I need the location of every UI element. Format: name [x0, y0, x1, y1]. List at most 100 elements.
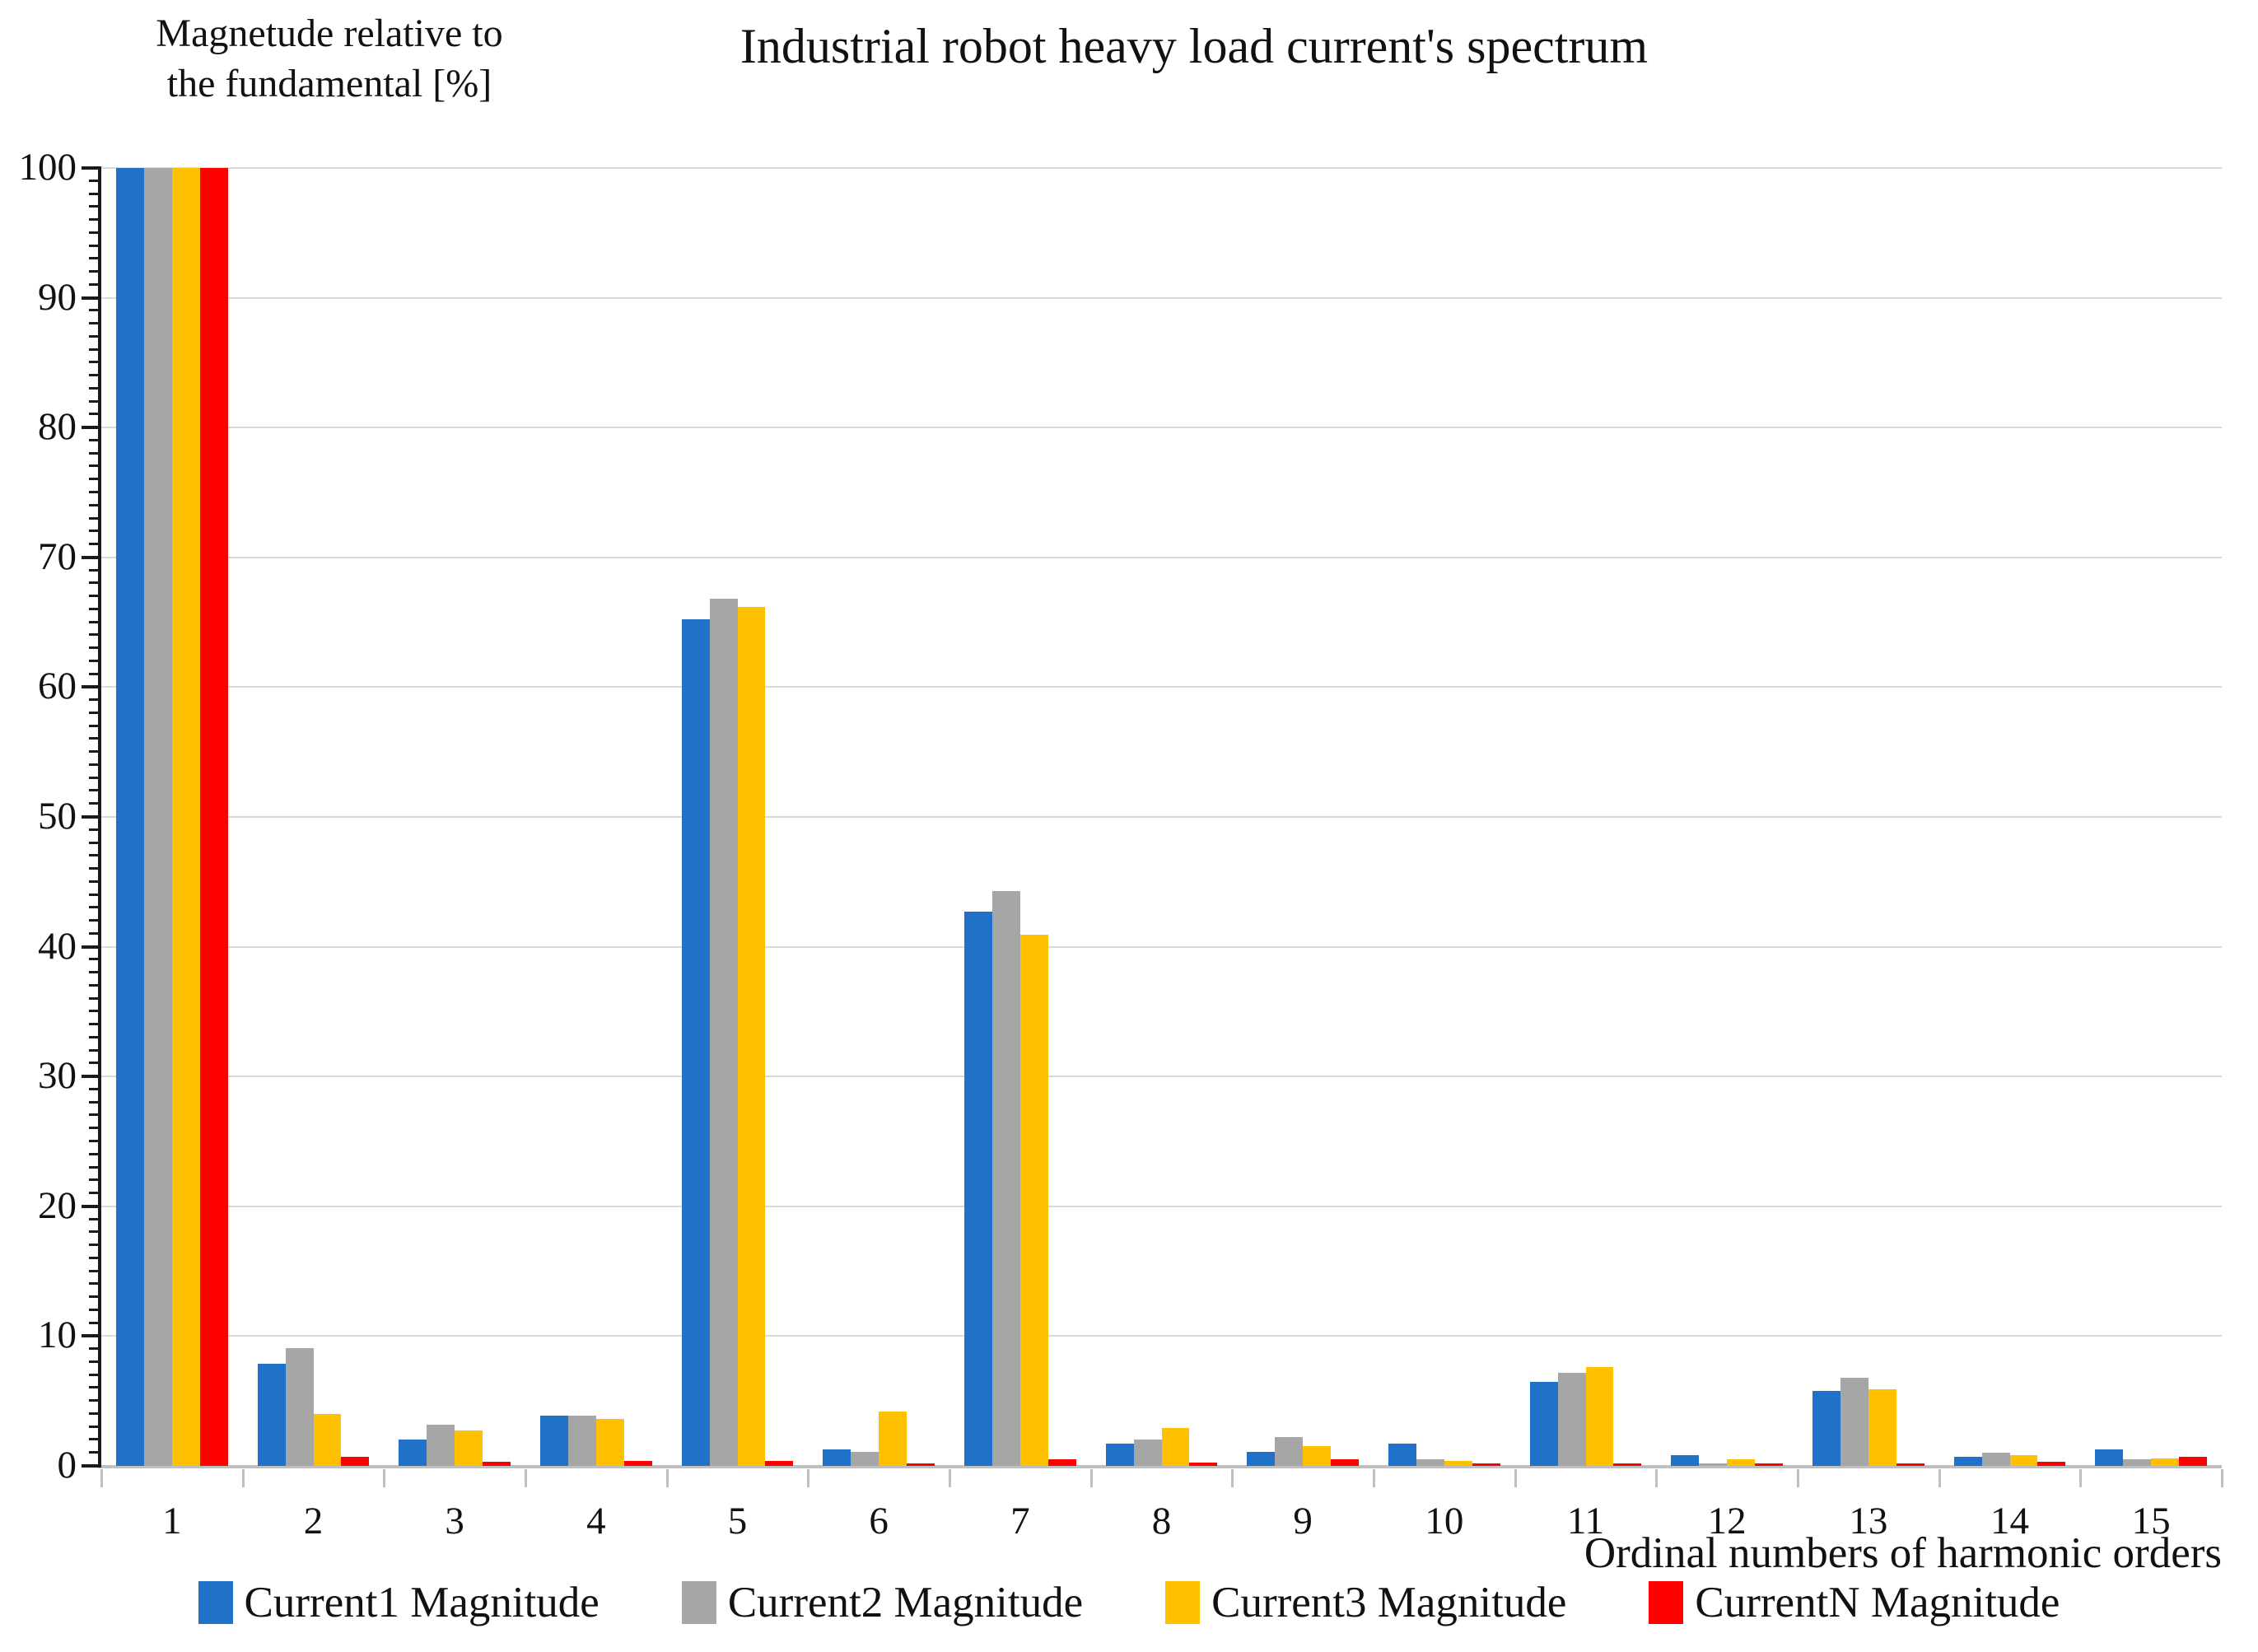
y-axis-minor-tick — [89, 659, 100, 662]
y-axis-minor-tick — [89, 854, 100, 857]
bar-harmonic-13-series-4[interactable] — [1896, 1463, 1924, 1466]
y-axis-minor-tick — [89, 737, 100, 740]
bar-harmonic-14-series-4[interactable] — [2037, 1462, 2066, 1466]
legend-item-2[interactable]: Current2 Magnitude — [681, 1578, 1083, 1627]
y-axis-minor-tick — [89, 1023, 100, 1026]
bar-harmonic-3-series-1[interactable] — [399, 1440, 427, 1466]
bar-harmonic-7-series-2[interactable] — [991, 890, 1020, 1466]
gridline-40 — [101, 945, 2222, 948]
x-axis-tick — [1797, 1469, 1799, 1487]
bar-harmonic-5-series-2[interactable] — [709, 599, 738, 1466]
x-axis-tick-label-7: 7 — [1010, 1500, 1030, 1542]
bar-harmonic-8-series-4[interactable] — [1189, 1463, 1218, 1466]
bar-harmonic-14-series-3[interactable] — [2009, 1455, 2038, 1466]
bar-harmonic-12-series-4[interactable] — [1755, 1463, 1783, 1466]
y-axis-minor-tick — [89, 451, 100, 455]
bar-harmonic-5-series-1[interactable] — [681, 619, 710, 1466]
bar-harmonic-5-series-4[interactable] — [765, 1460, 794, 1466]
y-axis-minor-tick — [89, 1256, 100, 1259]
y-axis-minor-tick — [89, 348, 100, 351]
legend-item-1[interactable]: Current1 Magnitude — [198, 1578, 599, 1627]
bar-harmonic-2-series-3[interactable] — [313, 1413, 342, 1466]
gridline-80 — [101, 427, 2222, 429]
bar-harmonic-10-series-4[interactable] — [1472, 1463, 1500, 1466]
bar-harmonic-15-series-3[interactable] — [2151, 1458, 2180, 1466]
bar-harmonic-1-series-3[interactable] — [171, 168, 200, 1466]
bar-harmonic-6-series-2[interactable] — [851, 1451, 879, 1466]
bar-harmonic-6-series-3[interactable] — [879, 1411, 907, 1466]
bar-harmonic-3-series-3[interactable] — [455, 1430, 483, 1466]
bar-harmonic-11-series-2[interactable] — [1557, 1372, 1586, 1466]
bar-harmonic-9-series-4[interactable] — [1331, 1459, 1359, 1466]
y-axis-minor-tick — [89, 880, 100, 883]
bar-harmonic-6-series-4[interactable] — [907, 1463, 935, 1466]
bar-harmonic-4-series-3[interactable] — [595, 1419, 624, 1466]
bar-harmonic-1-series-1[interactable] — [116, 168, 144, 1466]
y-axis-minor-tick — [89, 1269, 100, 1272]
y-axis-minor-tick — [89, 1425, 100, 1428]
gridline-50 — [101, 816, 2222, 818]
x-axis-title: Ordinal numbers of harmonic orders — [1584, 1529, 2222, 1577]
y-axis-minor-tick — [89, 1217, 100, 1220]
bar-harmonic-11-series-3[interactable] — [1585, 1367, 1614, 1466]
bar-harmonic-9-series-3[interactable] — [1303, 1446, 1332, 1466]
bar-harmonic-1-series-2[interactable] — [143, 168, 172, 1466]
y-axis-minor-tick — [89, 1140, 100, 1142]
bar-harmonic-10-series-1[interactable] — [1388, 1444, 1416, 1466]
legend-label-4: CurrentN Magnitude — [1695, 1579, 2060, 1626]
bar-harmonic-14-series-1[interactable] — [1953, 1456, 1982, 1466]
bar-harmonic-4-series-2[interactable] — [567, 1415, 596, 1466]
legend: Current1 Magnitude Current2 Magnitude Curr… — [0, 1578, 2258, 1627]
bar-harmonic-10-series-2[interactable] — [1416, 1459, 1444, 1466]
bar-harmonic-7-series-1[interactable] — [964, 912, 992, 1466]
legend-item-3[interactable]: Current3 Magnitude — [1165, 1578, 1566, 1627]
bar-harmonic-3-series-4[interactable] — [483, 1462, 511, 1466]
bar-harmonic-4-series-1[interactable] — [540, 1415, 568, 1466]
bar-harmonic-13-series-1[interactable] — [1812, 1390, 1840, 1466]
y-axis-minor-tick — [89, 931, 100, 935]
x-axis-tick-label-1: 1 — [162, 1500, 182, 1542]
bar-harmonic-2-series-1[interactable] — [257, 1363, 286, 1466]
bar-harmonic-3-series-2[interactable] — [427, 1424, 455, 1466]
y-axis-minor-tick — [89, 1321, 100, 1324]
y-axis-tick-label-10: 10 — [38, 1314, 77, 1357]
bar-harmonic-12-series-1[interactable] — [1671, 1455, 1700, 1466]
y-axis-minor-tick — [89, 1048, 100, 1052]
bar-harmonic-12-series-2[interactable] — [1699, 1463, 1728, 1466]
bar-harmonic-8-series-3[interactable] — [1161, 1428, 1190, 1466]
bar-harmonic-7-series-4[interactable] — [1047, 1459, 1076, 1466]
bar-harmonic-15-series-2[interactable] — [2123, 1459, 2152, 1466]
bar-harmonic-5-series-3[interactable] — [737, 606, 766, 1466]
bar-harmonic-8-series-2[interactable] — [1133, 1440, 1162, 1466]
y-axis-minor-tick — [89, 543, 100, 546]
x-axis-tick — [1655, 1469, 1659, 1487]
bar-harmonic-9-series-2[interactable] — [1275, 1437, 1304, 1466]
bar-harmonic-2-series-4[interactable] — [341, 1456, 370, 1466]
bar-harmonic-15-series-1[interactable] — [2095, 1449, 2124, 1466]
bar-harmonic-2-series-2[interactable] — [285, 1347, 314, 1466]
bar-harmonic-4-series-4[interactable] — [623, 1460, 652, 1466]
y-axis-major-tick-20 — [82, 1204, 101, 1208]
y-axis-title-line2: the fundamental [%] — [166, 62, 492, 106]
bar-harmonic-15-series-4[interactable] — [2179, 1456, 2207, 1466]
bar-harmonic-11-series-4[interactable] — [1613, 1463, 1642, 1466]
bar-harmonic-9-series-1[interactable] — [1247, 1451, 1276, 1466]
bar-harmonic-10-series-3[interactable] — [1444, 1460, 1472, 1466]
x-axis-line — [98, 1465, 2222, 1468]
bar-harmonic-6-series-1[interactable] — [823, 1449, 851, 1466]
bar-harmonic-8-series-1[interactable] — [1105, 1444, 1134, 1466]
bar-harmonic-7-series-3[interactable] — [1019, 935, 1048, 1466]
legend-item-4[interactable]: CurrentN Magnitude — [1649, 1578, 2060, 1627]
y-axis-tick-label-70: 70 — [38, 534, 77, 578]
bar-harmonic-11-series-1[interactable] — [1529, 1381, 1558, 1466]
bar-harmonic-13-series-2[interactable] — [1840, 1377, 1868, 1466]
y-axis-minor-tick — [89, 1100, 100, 1104]
y-axis-minor-tick — [89, 374, 100, 377]
y-axis-minor-tick — [89, 438, 100, 441]
y-axis-tick-label-0: 0 — [57, 1444, 77, 1486]
bar-group-harmonic-9 — [1247, 168, 1359, 1466]
bar-harmonic-13-series-3[interactable] — [1868, 1389, 1896, 1466]
bar-harmonic-1-series-4[interactable] — [199, 168, 228, 1466]
bar-harmonic-14-series-2[interactable] — [1981, 1453, 2010, 1466]
bar-harmonic-12-series-3[interactable] — [1727, 1459, 1756, 1466]
